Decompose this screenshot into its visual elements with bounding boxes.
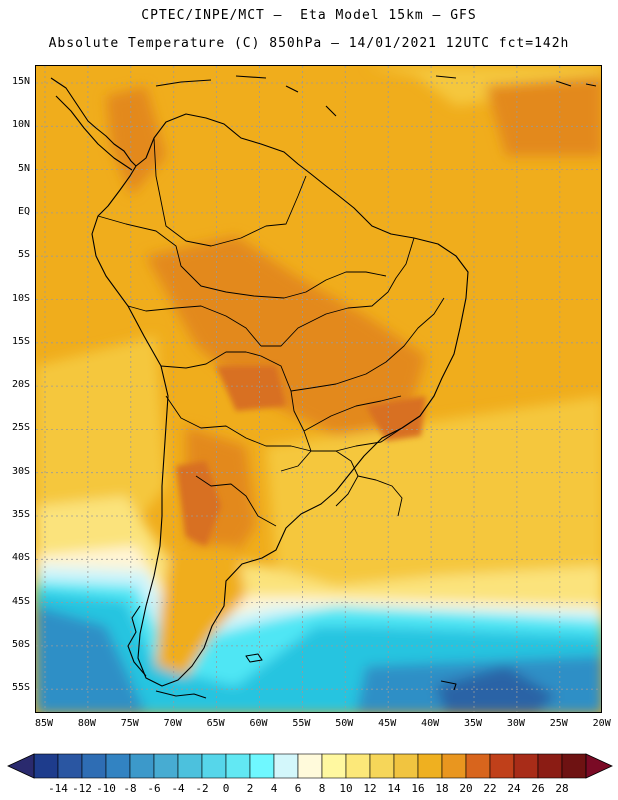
colorbar-low-arrow bbox=[7, 753, 35, 779]
colorbar-tick-label: 22 bbox=[483, 782, 497, 795]
lon-label: 50W bbox=[335, 718, 354, 729]
blue-band bbox=[36, 606, 146, 712]
temperature-field bbox=[36, 66, 601, 712]
mild-pacific bbox=[36, 336, 166, 556]
colorbar-swatch bbox=[441, 753, 467, 779]
colorbar-tick-label: 10 bbox=[339, 782, 353, 795]
lat-label: 55S bbox=[11, 682, 30, 694]
hotter-argentina bbox=[176, 461, 221, 546]
lon-label: 60W bbox=[249, 718, 268, 729]
colorbar-swatch bbox=[273, 753, 299, 779]
colorbar-swatch bbox=[81, 753, 107, 779]
colorbar-swatch bbox=[105, 753, 131, 779]
colorbar-tick-label: 24 bbox=[507, 782, 521, 795]
lat-label: 30S bbox=[11, 465, 30, 477]
hot-caribbean-east bbox=[486, 76, 601, 156]
south-america-coast bbox=[91, 113, 469, 687]
colorbar-tick-label: 16 bbox=[411, 782, 425, 795]
colorbar-tick-label: 18 bbox=[435, 782, 449, 795]
colorbar-tick-label: 14 bbox=[387, 782, 401, 795]
warm-patagonia bbox=[156, 546, 246, 676]
lat-label: 35S bbox=[11, 509, 30, 520]
lon-label: 25W bbox=[549, 718, 568, 729]
colorbar-high-arrow bbox=[585, 753, 613, 779]
colorbar-tick-label: 0 bbox=[222, 782, 230, 795]
country-borders bbox=[97, 137, 445, 527]
colorbar-swatch bbox=[417, 753, 443, 779]
lat-label: 15N bbox=[11, 76, 30, 87]
colorbar-tick-label: 20 bbox=[459, 782, 473, 795]
temperature-colorbar bbox=[7, 753, 613, 779]
lat-label: 45S bbox=[11, 595, 30, 607]
lon-label: 30W bbox=[506, 718, 525, 729]
colorbar-swatch bbox=[33, 753, 59, 779]
coastlines bbox=[50, 75, 597, 699]
colorbar-swatch bbox=[57, 753, 83, 779]
colorbar-swatch bbox=[321, 753, 347, 779]
colorbar-swatch bbox=[345, 753, 371, 779]
lat-label: EQ bbox=[17, 205, 30, 217]
lat-label: 5S bbox=[17, 249, 30, 261]
lon-label: 45W bbox=[378, 718, 397, 729]
colorbar-tick-label: -8 bbox=[123, 782, 137, 795]
hot-northwest bbox=[106, 86, 166, 196]
colorbar-tick-label: -12 bbox=[72, 782, 92, 795]
lon-label: 20W bbox=[592, 718, 611, 729]
colorbar-swatch bbox=[369, 753, 395, 779]
lat-lon-grid bbox=[36, 66, 601, 712]
chilean-fjords bbox=[127, 605, 147, 677]
tierra-del-fuego bbox=[155, 690, 207, 699]
colorbar-swatch bbox=[201, 753, 227, 779]
colorbar-tick-label: -6 bbox=[147, 782, 161, 795]
hotter-central bbox=[216, 366, 286, 411]
map-title: CPTEC/INPE/MCT – Eta Model 15km – GFS bbox=[141, 8, 477, 23]
colorbar-swatch bbox=[153, 753, 179, 779]
colorbar-tick-label: 28 bbox=[555, 782, 569, 795]
colorbar-tick-label: 2 bbox=[246, 782, 254, 795]
lat-label: 10N bbox=[11, 119, 30, 131]
lat-label: 10S bbox=[11, 292, 30, 304]
lon-label: 55W bbox=[292, 718, 311, 729]
lat-label: 50S bbox=[11, 638, 30, 650]
colorbar-swatch bbox=[465, 753, 491, 779]
map-subtitle: Absolute Temperature (C) 850hPa – 14/01/… bbox=[48, 36, 570, 51]
colorbar-swatch bbox=[513, 753, 539, 779]
colorbar-tick-label: 6 bbox=[294, 782, 302, 795]
colorbar-tick-label: 4 bbox=[270, 782, 278, 795]
central-america-coast bbox=[50, 77, 137, 171]
lat-label: 20S bbox=[11, 379, 30, 391]
lon-label: 75W bbox=[120, 718, 139, 729]
colorbar-swatch bbox=[537, 753, 563, 779]
colorbar-swatch bbox=[297, 753, 323, 779]
colorbar-tick-label: -2 bbox=[195, 782, 209, 795]
colorbar-tick-label: -14 bbox=[48, 782, 68, 795]
colorbar-swatch bbox=[393, 753, 419, 779]
lat-label: 5N bbox=[17, 162, 30, 174]
colorbar-swatch bbox=[177, 753, 203, 779]
colorbar-tick-label: 12 bbox=[363, 782, 377, 795]
colorbar-tick-label: 8 bbox=[318, 782, 326, 795]
colorbar-tick-label: -10 bbox=[96, 782, 116, 795]
temperature-map[interactable] bbox=[35, 65, 602, 713]
colorbar-swatch bbox=[249, 753, 275, 779]
lon-label: 65W bbox=[206, 718, 225, 729]
mild-south-atlantic bbox=[266, 396, 601, 606]
lat-label: 15S bbox=[11, 335, 30, 347]
caribbean-islands bbox=[155, 75, 597, 117]
lat-label: 25S bbox=[11, 422, 30, 434]
lon-label: 70W bbox=[163, 718, 182, 729]
colorbar-tick-label: 26 bbox=[531, 782, 545, 795]
colorbar-swatch bbox=[129, 753, 155, 779]
colorbar-swatch bbox=[225, 753, 251, 779]
lon-label: 40W bbox=[421, 718, 440, 729]
falklands bbox=[245, 653, 263, 663]
colorbar-swatch bbox=[489, 753, 515, 779]
lat-label: 40S bbox=[11, 552, 30, 564]
colorbar-swatch bbox=[561, 753, 587, 779]
south-georgia bbox=[440, 680, 457, 691]
lon-label: 35W bbox=[463, 718, 483, 729]
lon-label: 85W bbox=[34, 718, 54, 729]
colorbar-tick-label: -4 bbox=[171, 782, 185, 795]
lon-label: 80W bbox=[77, 718, 96, 729]
